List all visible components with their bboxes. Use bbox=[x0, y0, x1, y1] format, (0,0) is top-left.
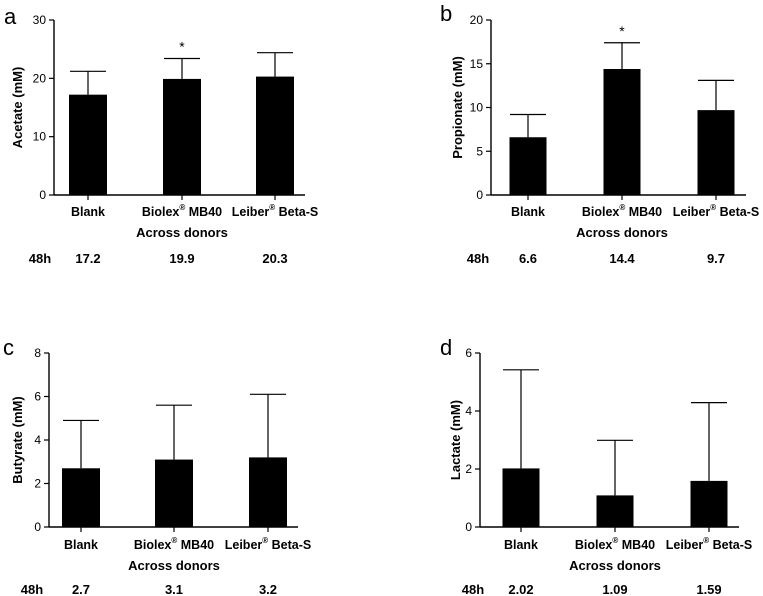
x-axis-title: Across donors bbox=[128, 558, 220, 573]
row-value: 3.1 bbox=[165, 582, 183, 596]
panel-a: a 0 10 20 30 Acetate (mM) Blank 17.2 * Biolex® MB… bbox=[4, 4, 318, 266]
y-tick-label: 8 bbox=[34, 346, 41, 360]
panel-b: b 0 5 10 15 20 Propionate (mM) Blank 6.6 * Biolex®… bbox=[440, 1, 759, 266]
bar bbox=[690, 480, 728, 527]
y-tick-label: 15 bbox=[470, 57, 484, 71]
row-value: 14.4 bbox=[609, 251, 635, 266]
row-label: 48h bbox=[462, 582, 484, 596]
x-tick-label: Leiber® Beta-S bbox=[225, 536, 312, 552]
bar bbox=[697, 110, 735, 195]
row-value: 1.09 bbox=[602, 582, 627, 596]
row-value: 3.2 bbox=[259, 582, 277, 596]
x-axis-title: Across donors bbox=[569, 558, 661, 573]
x-tick-label: Leiber® Beta-S bbox=[666, 536, 753, 552]
bar bbox=[502, 468, 540, 527]
x-tick-label: Biolex® MB40 bbox=[582, 203, 662, 219]
row-value: 1.59 bbox=[696, 582, 721, 596]
x-tick-label: Blank bbox=[511, 205, 545, 219]
y-tick-label: 6 bbox=[34, 390, 41, 404]
row-value: 2.7 bbox=[72, 582, 90, 596]
row-value: 2.02 bbox=[508, 582, 533, 596]
significance-marker: * bbox=[179, 39, 185, 55]
row-value: 6.6 bbox=[519, 251, 537, 266]
panel-letter: b bbox=[440, 1, 452, 26]
bar bbox=[596, 495, 634, 527]
y-tick-label: 0 bbox=[465, 520, 472, 534]
panel-d: d 0 2 4 6 Lactate (mM) Blank 2.02 Biolex® MB40 1.… bbox=[440, 335, 752, 596]
x-tick-label: Leiber® Beta-S bbox=[673, 203, 760, 219]
y-tick-label: 4 bbox=[465, 404, 472, 418]
y-axis-title: Lactate (mM) bbox=[448, 400, 463, 480]
row-value: 20.3 bbox=[262, 251, 287, 266]
y-tick-label: 5 bbox=[476, 144, 483, 158]
significance-marker: * bbox=[619, 23, 625, 39]
y-tick-label: 30 bbox=[33, 13, 47, 27]
bar bbox=[155, 459, 193, 527]
x-tick-label: Blank bbox=[504, 538, 538, 552]
bar bbox=[69, 94, 107, 195]
y-tick-label: 0 bbox=[39, 188, 46, 202]
y-tick-label: 2 bbox=[465, 462, 472, 476]
y-tick-label: 0 bbox=[34, 520, 41, 534]
row-label: 48h bbox=[29, 251, 51, 266]
row-label: 48h bbox=[467, 251, 489, 266]
bar bbox=[163, 78, 201, 195]
x-tick-label: Biolex® MB40 bbox=[575, 536, 655, 552]
row-value: 19.9 bbox=[169, 251, 194, 266]
y-tick-label: 2 bbox=[34, 477, 41, 491]
y-axis-title: Butyrate (mM) bbox=[10, 396, 25, 483]
row-value: 17.2 bbox=[75, 251, 100, 266]
row-label: 48h bbox=[21, 582, 43, 596]
bar bbox=[509, 137, 547, 195]
x-tick-label: Biolex® MB40 bbox=[134, 536, 214, 552]
y-tick-label: 20 bbox=[33, 71, 47, 85]
x-tick-label: Leiber® Beta-S bbox=[232, 203, 319, 219]
x-axis-title: Across donors bbox=[136, 225, 228, 240]
bar bbox=[256, 76, 294, 195]
y-tick-label: 20 bbox=[470, 13, 484, 27]
panel-letter: a bbox=[4, 4, 17, 29]
x-tick-label: Biolex® MB40 bbox=[142, 203, 222, 219]
x-axis-title: Across donors bbox=[576, 225, 668, 240]
panel-letter: c bbox=[3, 335, 14, 360]
y-axis-title: Propionate (mM) bbox=[450, 56, 465, 159]
bar bbox=[603, 69, 641, 195]
y-tick-label: 0 bbox=[476, 188, 483, 202]
bar bbox=[249, 457, 287, 527]
y-axis-title: Acetate (mM) bbox=[10, 67, 25, 149]
row-value: 9.7 bbox=[707, 251, 725, 266]
y-tick-label: 10 bbox=[33, 130, 47, 144]
x-tick-label: Blank bbox=[71, 205, 105, 219]
y-tick-label: 10 bbox=[470, 101, 484, 115]
y-tick-label: 6 bbox=[465, 346, 472, 360]
y-tick-label: 4 bbox=[34, 433, 41, 447]
panel-c: c 0 2 4 6 8 Butyrate (mM) Blank 2.7 Biolex® MB40 3… bbox=[3, 335, 311, 596]
bar bbox=[62, 468, 100, 527]
panel-letter: d bbox=[440, 335, 452, 360]
x-tick-label: Blank bbox=[64, 538, 98, 552]
